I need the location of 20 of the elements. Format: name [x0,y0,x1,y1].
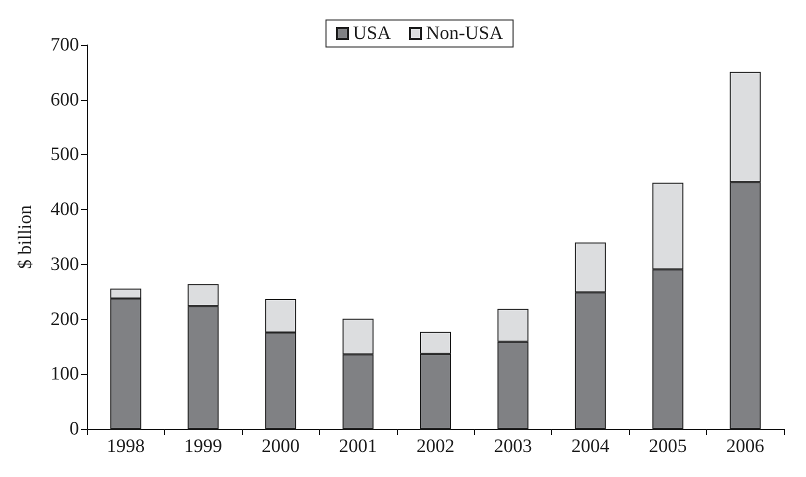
y-axis-title: $ billion [15,204,36,269]
y-tick-label: 100 [50,364,79,385]
y-tick-label: 200 [50,308,79,330]
x-tick-label: 2000 [262,436,300,457]
x-tick-label: 1998 [106,436,145,457]
x-tick-label: 2003 [494,436,532,457]
x-tick-label: 2002 [416,436,454,457]
y-tick-label: 700 [50,34,79,56]
y-tick-label: 600 [50,89,79,110]
x-tick-label: 2006 [726,436,764,457]
legend-label: USA [353,23,392,44]
x-tick-label: 2005 [648,436,687,457]
x-tick-label: 2001 [339,436,378,457]
x-tick-label: 1999 [184,436,222,457]
y-tick-label: 500 [50,144,79,166]
y-tick-label: 300 [50,254,79,275]
y-tick-label: 400 [50,199,79,220]
x-tick-label: 2004 [571,436,610,457]
legend-label: Non-USA [426,23,504,44]
y-tick-label: 0 [70,418,79,440]
